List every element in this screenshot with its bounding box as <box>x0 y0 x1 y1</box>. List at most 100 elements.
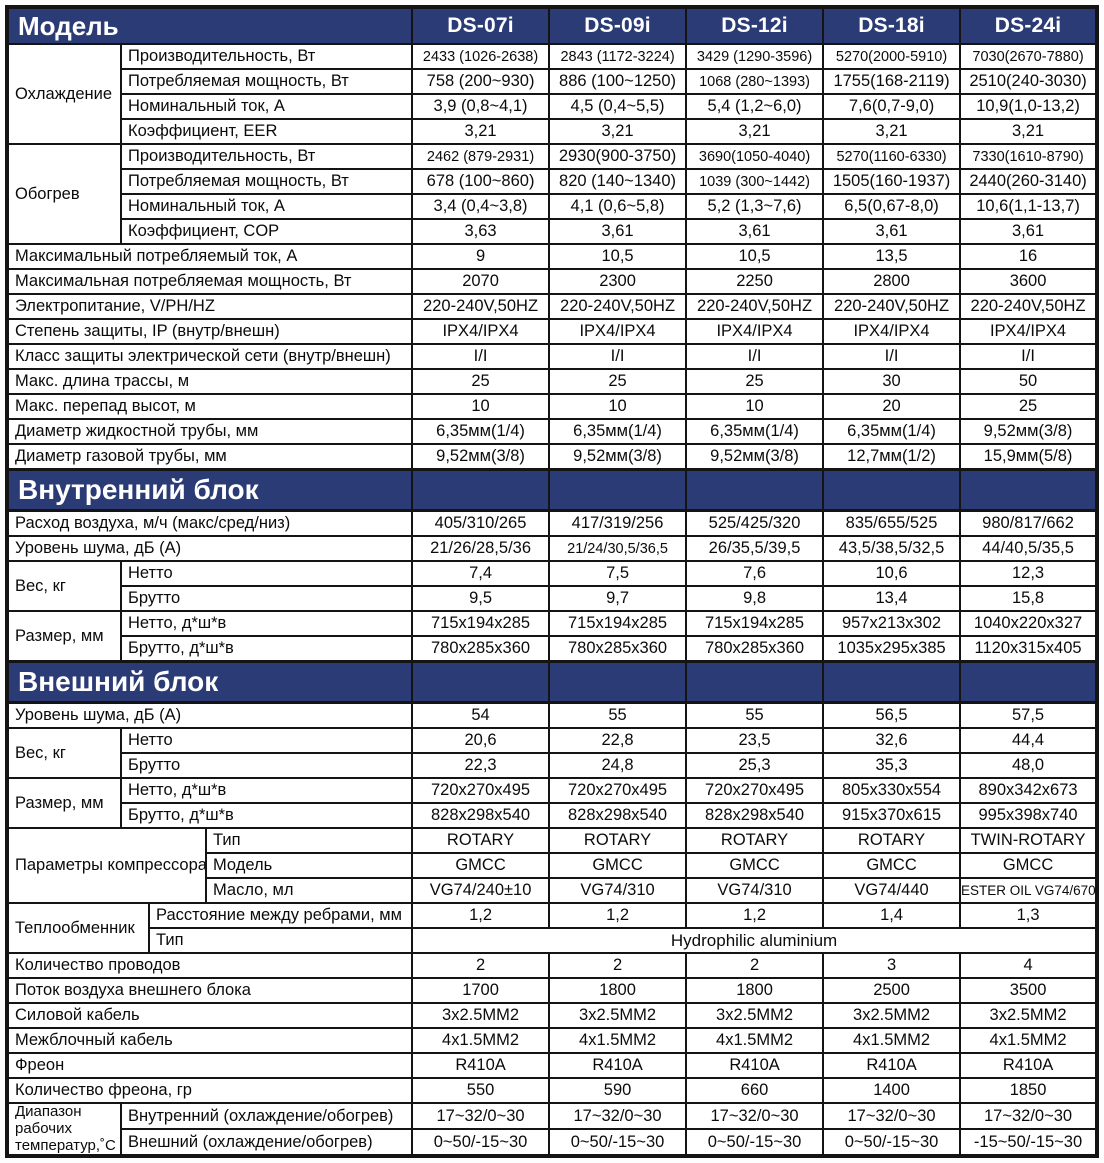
value-cell: 44,4 <box>959 727 1099 754</box>
value-cell: I/I <box>959 343 1099 370</box>
value-cell: 1,2 <box>411 902 551 929</box>
row-label: Нетто <box>119 560 414 587</box>
value-cell: 10,5 <box>548 243 688 270</box>
value-cell: R410A <box>411 1052 551 1079</box>
value-cell: 23,5 <box>685 727 825 754</box>
value-cell: 3690(1050-4040) <box>685 143 825 170</box>
value-cell: 4x1.5MM2 <box>548 1027 688 1054</box>
table-row: Потребляемая мощность, Вт 758 (200~930) 88… <box>7 68 1099 95</box>
value-cell: 2 <box>685 952 825 979</box>
value-cell: ROTARY <box>411 827 551 854</box>
value-cell: 3,21 <box>959 118 1099 145</box>
table-row: Размер, мм Нетто, д*ш*в 715x194x285 715x194… <box>6 610 1099 663</box>
value-cell: R410A <box>685 1052 825 1079</box>
value-cell: 4,1 (0,6~5,8) <box>548 193 688 220</box>
table-row: Макс. перепад высот, м 10 10 10 20 25 <box>5 393 1099 420</box>
value-cell: 715x194x285 <box>411 610 551 637</box>
value-cell: 20 <box>822 393 962 420</box>
value-cell: 7,6(0,7-9,0) <box>822 93 962 120</box>
value-cell: 220-240V,50HZ <box>685 293 825 320</box>
table-row: Потребляемая мощность, Вт 678 (100~860) 82… <box>7 168 1099 195</box>
value-cell: 915x370x615 <box>822 802 962 829</box>
table-row: Размер, мм Нетто, д*ш*в 720x270x495 720x270… <box>6 777 1099 829</box>
table-row: Модель GMCC GMCC GMCC GMCC GMCC <box>7 852 1099 879</box>
table-row: Количество фреона, гр 550 590 660 1400 1850 <box>5 1077 1099 1104</box>
section-header-row: Внешний блок <box>5 660 1099 704</box>
table-row: Теплообменник Расстояние между ребрами, м… <box>6 902 1099 954</box>
value-cell: ROTARY <box>548 827 688 854</box>
value-cell: 1039 (300~1442) <box>685 168 825 195</box>
value-cell: 1040x220x327 <box>959 610 1099 637</box>
value-cell: 0~50/-15~30 <box>685 1128 825 1158</box>
value-cell: 220-240V,50HZ <box>822 293 962 320</box>
table-row: Вес, кг Нетто 20,6 22,8 23,5 32,6 44,4 <box>6 727 1099 779</box>
value-cell: 22,3 <box>411 752 551 779</box>
value-cell: 24,8 <box>548 752 688 779</box>
table-row: Тип Hydrophilic aluminium <box>7 927 1099 954</box>
row-label: Диаметр жидкостной трубы, мм <box>5 418 414 445</box>
value-cell: 980/817/662 <box>959 509 1099 537</box>
value-cell: 417/319/256 <box>548 509 688 537</box>
value-cell: 6,5(0,67-8,0) <box>822 193 962 220</box>
table-row: Количество проводов 2 2 2 3 4 <box>5 952 1099 979</box>
value-cell: VG74/310 <box>548 877 688 904</box>
value-cell: 9,52мм(3/8) <box>548 443 688 471</box>
table-row: Номинальный ток, А 3,4 (0,4~3,8) 4,1 (0,6~… <box>7 193 1099 220</box>
row-label: Коэффициент, EER <box>119 118 414 145</box>
table-row: Коэффициент, EER 3,21 3,21 3,21 3,21 3,21 <box>7 118 1099 145</box>
group-label: Диапазон рабочих температур,˚С <box>6 1101 122 1158</box>
value-cell: 20,6 <box>411 727 551 754</box>
value-cell: 48,0 <box>959 752 1099 779</box>
section-spacer-cell <box>959 660 1099 704</box>
row-label: Расстояние между ребрами, мм <box>147 902 414 929</box>
row-label: Модель <box>204 852 414 879</box>
value-cell: I/I <box>411 343 551 370</box>
value-cell: 17~32/0~30 <box>822 1101 962 1131</box>
value-cell: 25 <box>411 368 551 395</box>
table-row: Максимальный потребляемый ток, А 9 10,5 10,… <box>5 243 1099 270</box>
value-cell: 995x398x740 <box>959 802 1099 829</box>
value-cell: 2462 (879-2931) <box>411 143 551 170</box>
value-cell: 26/35,5/39,5 <box>685 535 825 562</box>
value-cell: -15~50/-15~30 <box>959 1128 1099 1158</box>
table-row: Расход воздуха, м/ч (макс/сред/низ) 405/3… <box>5 509 1099 537</box>
value-cell: 590 <box>548 1077 688 1104</box>
value-cell: 1035x295x385 <box>822 635 962 663</box>
value-cell: 3,63 <box>411 218 551 245</box>
value-cell: 13,5 <box>822 243 962 270</box>
value-cell: 7,6 <box>685 560 825 587</box>
value-cell: 7,4 <box>411 560 551 587</box>
value-cell: 22,8 <box>548 727 688 754</box>
value-cell: ESTER OIL VG74/670 <box>959 877 1099 904</box>
value-cell: 3,21 <box>548 118 688 145</box>
value-cell: 10 <box>685 393 825 420</box>
group-label: Размер, мм <box>6 610 122 663</box>
value-cell: 10,6(1,1-13,7) <box>959 193 1099 220</box>
table-row: Брутто 9,5 9,7 9,8 13,4 15,8 <box>7 585 1099 612</box>
value-cell: I/I <box>822 343 962 370</box>
value-cell: I/I <box>548 343 688 370</box>
value-cell: 15,8 <box>959 585 1099 612</box>
table-row: Диаметр жидкостной трубы, мм 6,35мм(1/4) 6… <box>5 418 1099 445</box>
section-spacer-cell <box>548 660 688 704</box>
value-cell: 10,5 <box>685 243 825 270</box>
row-label: Расход воздуха, м/ч (макс/сред/низ) <box>5 509 414 537</box>
value-cell: 1505(160-1937) <box>822 168 962 195</box>
row-label: Макс. длина трассы, м <box>5 368 414 395</box>
value-cell: VG74/440 <box>822 877 962 904</box>
row-label: Брутто, д*ш*в <box>119 635 414 663</box>
row-label: Номинальный ток, А <box>119 193 414 220</box>
value-cell: IPX4/IPX4 <box>685 318 825 345</box>
value-cell: GMCC <box>822 852 962 879</box>
value-cell: 32,6 <box>822 727 962 754</box>
group-label: Вес, кг <box>6 560 122 612</box>
value-cell: 17~32/0~30 <box>959 1101 1099 1131</box>
value-cell: 828x298x540 <box>411 802 551 829</box>
row-label: Степень защиты, IP (внутр/внешн) <box>5 318 414 345</box>
group-label: Охлаждение <box>6 43 122 145</box>
value-cell: 6,35мм(1/4) <box>548 418 688 445</box>
model-name: DS-24i <box>959 6 1099 45</box>
row-label: Тип <box>204 827 414 854</box>
value-cell: 12,7мм(1/2) <box>822 443 962 471</box>
row-label: Брутто <box>119 585 414 612</box>
